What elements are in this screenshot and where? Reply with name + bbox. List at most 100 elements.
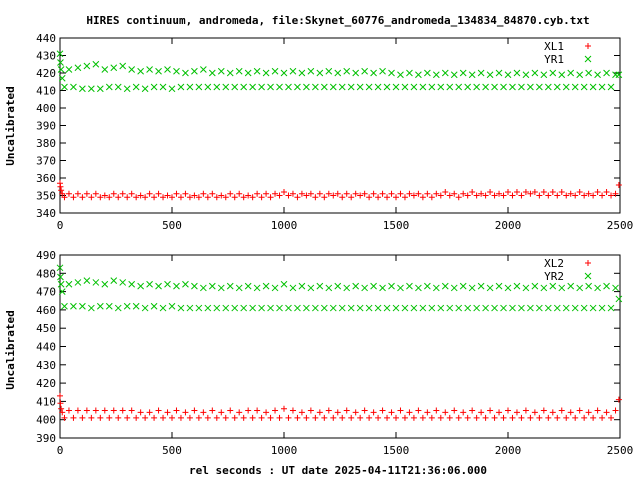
- data-point: [213, 304, 221, 312]
- y-tick-label: 470: [36, 286, 56, 299]
- data-point: [343, 190, 350, 197]
- data-point: [594, 284, 601, 292]
- data-point: [79, 414, 86, 421]
- data-point: [339, 414, 346, 421]
- data-point: [522, 407, 529, 414]
- data-point: [244, 282, 252, 290]
- data-point: [128, 280, 136, 288]
- data-point: [388, 282, 395, 290]
- data-point: [397, 190, 404, 197]
- y-tick-label: 340: [36, 207, 56, 220]
- data-point: [491, 414, 498, 421]
- data-point: [160, 414, 167, 421]
- data-point: [460, 190, 467, 197]
- data-point: [182, 69, 189, 77]
- data-point: [61, 83, 68, 91]
- data-point: [169, 194, 175, 201]
- data-point: [160, 194, 167, 201]
- data-point: [65, 66, 73, 73]
- data-point: [473, 192, 480, 199]
- data-point: [361, 284, 368, 292]
- data-point: [500, 192, 507, 199]
- data-point: [594, 71, 601, 79]
- data-point: [518, 414, 525, 421]
- data-point: [446, 414, 453, 421]
- data-point: [169, 414, 175, 421]
- data-point: [383, 83, 391, 91]
- data-point: [110, 64, 118, 72]
- y-tick-label: 480: [36, 267, 56, 280]
- y-tick-label: 350: [36, 190, 56, 203]
- data-point: [155, 282, 162, 290]
- data-point: [379, 407, 386, 414]
- data-point: [446, 83, 454, 91]
- data-point: [549, 189, 556, 195]
- data-point: [101, 407, 108, 414]
- data-point: [486, 71, 494, 79]
- chart-title: HIRES continuum, andromeda, file:Skynet_…: [86, 14, 589, 27]
- data-point: [482, 414, 489, 421]
- data-point: [79, 85, 86, 93]
- data-point: [348, 194, 355, 201]
- data-point: [401, 194, 408, 201]
- data-point: [186, 304, 194, 312]
- data-point: [200, 409, 207, 416]
- data-point: [615, 295, 623, 303]
- data-point: [105, 83, 113, 91]
- data-point: [531, 69, 539, 77]
- data-point: [249, 194, 256, 201]
- data-point: [343, 407, 350, 414]
- data-point: [375, 194, 382, 201]
- data-point: [352, 190, 359, 197]
- data-point: [441, 282, 449, 290]
- data-point: [599, 192, 606, 199]
- data-point: [59, 190, 66, 197]
- data-point: [285, 414, 292, 421]
- legend-label: YR2: [544, 270, 564, 283]
- data-point: [235, 284, 243, 292]
- data-point: [473, 83, 480, 91]
- data-point: [450, 284, 458, 292]
- data-point: [518, 304, 525, 312]
- data-point: [258, 194, 265, 201]
- data-point: [468, 71, 476, 79]
- data-point: [303, 414, 310, 421]
- data-point: [567, 190, 574, 197]
- data-point: [61, 302, 68, 310]
- data-point: [236, 190, 243, 197]
- data-point: [451, 407, 458, 414]
- data-point: [487, 189, 494, 195]
- x-axis-label: rel seconds : UT date 2025-04-11T21:36:0…: [189, 464, 487, 477]
- data-point: [585, 190, 592, 197]
- data-point: [57, 66, 65, 73]
- data-point: [419, 194, 426, 201]
- data-point: [406, 282, 413, 290]
- data-point: [603, 189, 610, 195]
- data-point: [607, 83, 615, 91]
- data-point: [522, 71, 530, 79]
- data-point: [240, 83, 248, 91]
- data-point: [554, 192, 561, 199]
- data-point: [338, 83, 346, 91]
- data-point: [204, 83, 212, 91]
- data-point: [56, 264, 64, 272]
- data-point: [393, 414, 399, 421]
- data-point: [491, 192, 498, 199]
- data-point: [281, 189, 287, 195]
- data-point: [590, 192, 597, 199]
- data-point: [406, 69, 413, 77]
- data-point: [329, 304, 337, 312]
- data-point: [581, 192, 588, 199]
- data-point: [594, 407, 601, 414]
- data-point: [271, 284, 279, 292]
- legend-marker: [584, 55, 592, 63]
- y-tick-label: 440: [36, 341, 56, 354]
- data-point: [415, 284, 422, 292]
- data-point: [415, 190, 422, 197]
- data-point: [267, 83, 274, 91]
- data-point: [213, 414, 220, 421]
- y-tick-label: 430: [36, 50, 56, 63]
- data-point: [307, 407, 314, 414]
- data-point: [388, 69, 395, 77]
- data-point: [320, 304, 328, 312]
